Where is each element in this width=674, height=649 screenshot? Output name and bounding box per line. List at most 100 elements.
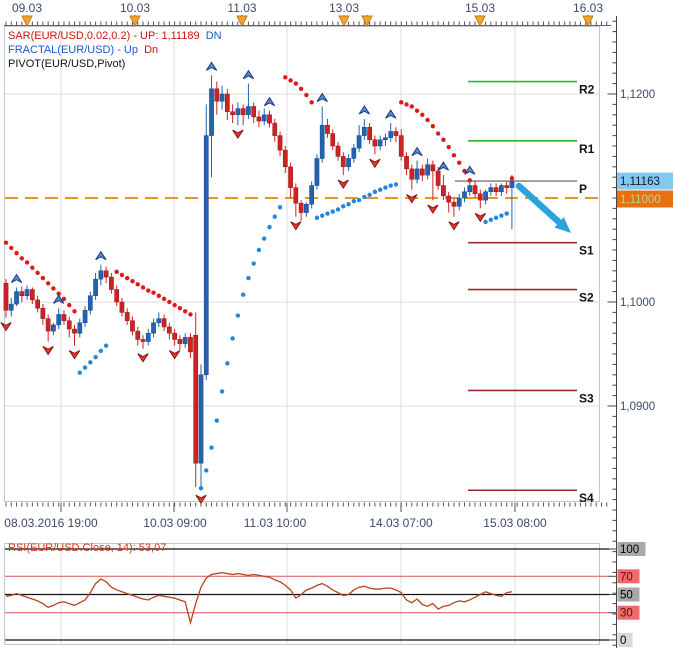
candle-body — [393, 131, 399, 136]
candle-body — [40, 307, 46, 319]
candle-body — [456, 197, 462, 207]
sar-dot-up — [393, 182, 399, 187]
fractal-legend-label: FRACTAL(EUR/USD) - — [8, 44, 124, 56]
sar-dot-up — [240, 292, 246, 297]
candle-body — [330, 133, 336, 147]
sar-dot-down — [283, 75, 288, 80]
price-axis-label: 1,0900 — [620, 401, 655, 413]
sar-dot-down — [67, 302, 72, 308]
sar-dot-down — [72, 309, 77, 314]
fractal-down-icon — [474, 212, 486, 223]
prev-close-badge-text: 1,11000 — [620, 194, 661, 206]
sar-dot-down — [182, 309, 188, 314]
sar-dot-down — [425, 117, 430, 123]
sar-dot-up — [488, 217, 494, 223]
fractal-down-icon — [337, 179, 349, 189]
sar-dot-down — [146, 288, 151, 293]
sar-dot-up — [335, 207, 341, 212]
candle-body — [119, 301, 125, 313]
candle-body — [383, 137, 388, 141]
sar-dot-down — [509, 176, 515, 181]
candle-body — [14, 291, 19, 305]
candle-body — [346, 158, 351, 168]
sar-dot-up — [251, 261, 256, 266]
sar-dot-up — [235, 313, 241, 318]
candle-body — [251, 106, 257, 118]
rsi-axis-badge-text: 0 — [620, 635, 626, 647]
candle-body — [267, 114, 272, 124]
rsi-axis-badge-30 — [617, 605, 640, 620]
price-axis-label: 1,1200 — [620, 89, 655, 101]
candle-body — [441, 185, 446, 197]
sar-dot-down — [30, 265, 35, 270]
candle-body — [61, 314, 67, 321]
candle-body — [235, 108, 241, 116]
pivot-label-s2: S2 — [579, 291, 594, 305]
sar-up-value: UP: 1,11189 — [140, 30, 200, 42]
candle-body — [435, 170, 441, 186]
candle-body — [56, 314, 62, 326]
last-price-badge — [617, 172, 673, 190]
top-date-label: 10.03 — [120, 1, 150, 15]
sar-dot-up — [93, 354, 98, 360]
sar-dot-down — [61, 296, 67, 302]
sar-dot-up — [325, 211, 330, 216]
rsi-axis-badge-text: 70 — [620, 571, 633, 583]
candle-body — [124, 312, 130, 321]
sar-dot-down — [35, 270, 40, 276]
fractal-down-icon — [448, 221, 460, 231]
fractal-up-icon — [95, 250, 107, 261]
sar-dot-down — [172, 302, 177, 308]
candle-body — [87, 295, 93, 311]
fractal-down-icon — [42, 345, 54, 356]
candle-body — [298, 202, 304, 213]
top-date-label: 16.03 — [573, 1, 603, 15]
candle-body — [288, 166, 293, 188]
fractal-down-icon — [406, 194, 418, 204]
day-marker-triangle — [474, 15, 486, 28]
candle-body — [98, 270, 104, 280]
rsi-legend-label: RSI(EUR/USD.Close, 14): 53,07 — [8, 542, 167, 554]
sar-dot-up — [82, 365, 88, 370]
sar-dot-down — [14, 250, 19, 256]
candle-body — [140, 339, 146, 342]
fractal-up-icon — [411, 146, 423, 157]
day-marker-triangle — [338, 15, 350, 28]
candle-body — [493, 187, 499, 193]
candle-body — [504, 185, 509, 188]
candle-body — [261, 114, 267, 122]
sar-dot-up — [272, 214, 277, 219]
pivot-label-r1: R1 — [579, 142, 595, 156]
sar-dot-up — [493, 215, 499, 220]
candle-body — [114, 289, 120, 303]
candle-body — [103, 270, 109, 278]
rsi-axis-badge-text: 50 — [620, 590, 633, 602]
candle-body — [304, 203, 309, 213]
fractal-up-icon — [464, 165, 476, 175]
fractal-down-icon — [68, 350, 81, 360]
candle-body — [82, 310, 88, 324]
pivot-label-p: P — [579, 182, 587, 196]
bottom-time-label: 14.03 07:00 — [369, 516, 433, 530]
day-marker-triangle — [21, 15, 33, 28]
candle-body — [93, 278, 98, 297]
candle-body — [130, 320, 135, 332]
sar-dot-up — [98, 348, 104, 354]
main-plot-border — [4, 26, 600, 502]
rsi-axis-badge-text: 100 — [620, 544, 639, 556]
fractal-up-icon — [385, 109, 397, 119]
fractal-up-icon — [437, 161, 450, 171]
fractal-up-icon — [53, 294, 65, 304]
day-marker-triangle — [582, 15, 594, 28]
top-date-label: 13.03 — [329, 1, 359, 15]
fractal-down-icon — [137, 353, 149, 363]
sar-dot-down — [420, 112, 425, 118]
rsi-curve — [5, 572, 513, 626]
sar-dot-down — [125, 275, 130, 281]
candle-body — [372, 139, 378, 147]
bottom-time-label: 08.03.2016 19:00 — [4, 516, 98, 530]
sar-dot-down — [130, 279, 135, 284]
candle-body — [45, 318, 51, 332]
